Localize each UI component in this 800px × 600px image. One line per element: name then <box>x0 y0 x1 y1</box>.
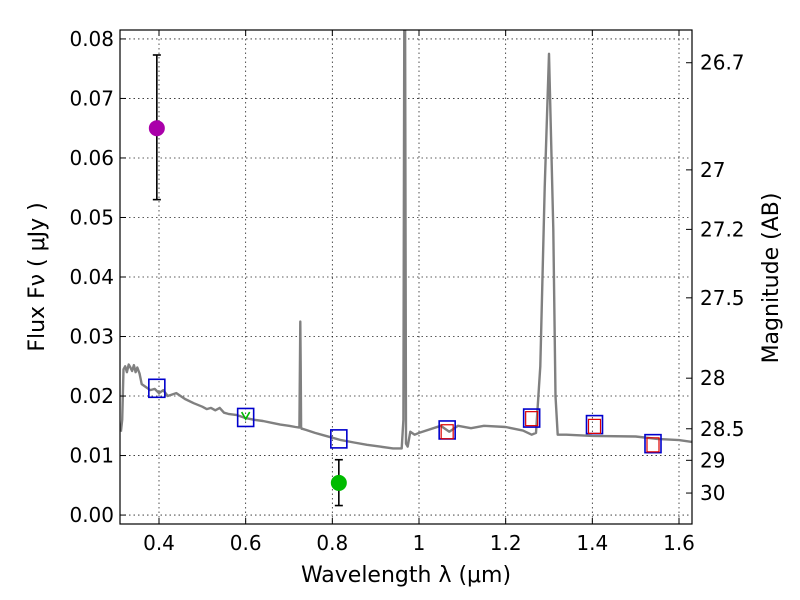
x-tick-label: 1.6 <box>663 531 695 555</box>
y-tick-label: 0.06 <box>69 146 114 170</box>
x-tick-label: 1.4 <box>576 531 608 555</box>
x-tick-label: 1 <box>413 531 426 555</box>
y2-tick-label: 27.5 <box>700 286 745 310</box>
y-tick-label: 0.02 <box>69 384 114 408</box>
y2-axis-label: Magnitude (AB) <box>759 193 784 364</box>
data-point <box>148 120 165 137</box>
axis-ticks: 0.4 0.6 0.8 1 1.2 1.4 1.6 0.00 0.01 0.02 0.03 0.04 0… <box>69 27 744 555</box>
x-tick-label: 0.8 <box>316 531 348 555</box>
y2-tick-label: 27 <box>700 158 725 182</box>
y2-tick-label: 29 <box>700 448 725 472</box>
y2-tick-label: 28 <box>700 366 725 390</box>
y-tick-label: 0.05 <box>69 205 114 229</box>
y2-tick-label: 30 <box>700 481 725 505</box>
x-tick-label: 0.6 <box>230 531 262 555</box>
y2-tick-label: 26.7 <box>700 51 745 75</box>
model-square <box>236 407 255 428</box>
x-axis-label: Wavelength λ (μm) <box>301 563 511 588</box>
marker-layer <box>148 54 662 507</box>
observed-square <box>587 418 602 434</box>
grid-lines <box>120 30 692 524</box>
x-tick-label: 1.2 <box>490 531 522 555</box>
data-point <box>330 474 347 491</box>
model-square <box>522 408 541 428</box>
y-tick-label: 0.00 <box>69 503 114 527</box>
y-tick-label: 0.08 <box>69 27 114 51</box>
y-tick-label: 0.03 <box>69 325 114 349</box>
observed-square <box>525 411 539 427</box>
observed-square <box>440 424 454 440</box>
x-tick-label: 0.4 <box>143 531 175 555</box>
model-square <box>330 429 348 449</box>
y2-tick-label: 27.2 <box>700 217 745 241</box>
green-tick-marker <box>240 411 251 421</box>
y-tick-label: 0.04 <box>69 265 114 289</box>
y-tick-label: 0.07 <box>69 86 114 110</box>
model-square <box>644 433 662 454</box>
y2-tick-label: 28.5 <box>700 417 745 441</box>
model-square <box>148 378 166 399</box>
y-axis-label: Flux Fν ( μJy ) <box>25 202 50 351</box>
observed-square <box>646 437 660 453</box>
y-tick-label: 0.01 <box>69 444 114 468</box>
